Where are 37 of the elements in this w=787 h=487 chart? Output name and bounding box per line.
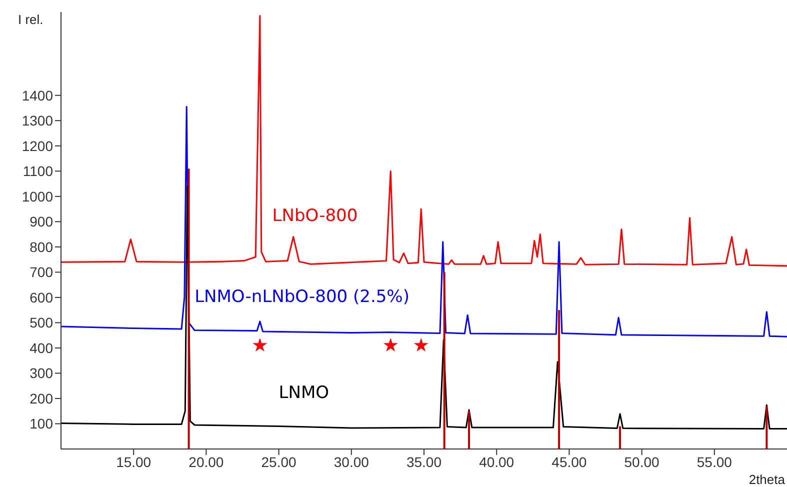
- line-series: [61, 15, 787, 267]
- x-tick-label: 50.00: [624, 454, 660, 470]
- y-tick-label: 300: [30, 365, 54, 382]
- series-label: LNbO-800: [272, 206, 358, 226]
- y-tick-label: 400: [30, 340, 54, 356]
- x-tick-label: 15.00: [116, 454, 152, 470]
- bar: [443, 272, 446, 449]
- y-tick-label: 700: [30, 264, 54, 280]
- x-tick-label: 45.00: [552, 454, 587, 470]
- y-tick-label: 1000: [22, 188, 54, 204]
- x-tick-label: 55.00: [696, 454, 732, 470]
- x-tick-label: 20.00: [188, 454, 224, 470]
- y-tick-label: 800: [30, 238, 54, 255]
- bar: [188, 168, 190, 449]
- bar: [468, 411, 470, 449]
- y-tick-label: 1200: [22, 138, 54, 154]
- x-tick-label: 40.00: [479, 454, 514, 470]
- x-axis-title: 2theta: [748, 472, 785, 487]
- y-axis-title: I rel.: [18, 12, 44, 27]
- y-tick-label: 1400: [22, 87, 54, 104]
- series-label: LNMO: [278, 382, 330, 403]
- bar: [558, 310, 560, 449]
- x-tick-label: 30.00: [334, 454, 370, 470]
- series-label: LNMO-nLNbO-800 (2.5%): [194, 286, 410, 307]
- y-tick-label: 100: [30, 416, 54, 432]
- y-tick-label: 1300: [22, 112, 54, 129]
- bar: [619, 426, 622, 449]
- y-tick-label: 200: [30, 390, 54, 406]
- line-series: [61, 186, 787, 430]
- line-series: [61, 106, 787, 338]
- x-tick-label: 25.00: [261, 454, 297, 470]
- y-tick-label: 600: [30, 289, 54, 306]
- bar: [766, 406, 768, 449]
- x-tick-label: 35.00: [406, 454, 442, 470]
- y-tick-label: 500: [30, 314, 54, 331]
- y-tick-label: 1100: [22, 163, 54, 180]
- y-tick-label: 900: [30, 214, 54, 230]
